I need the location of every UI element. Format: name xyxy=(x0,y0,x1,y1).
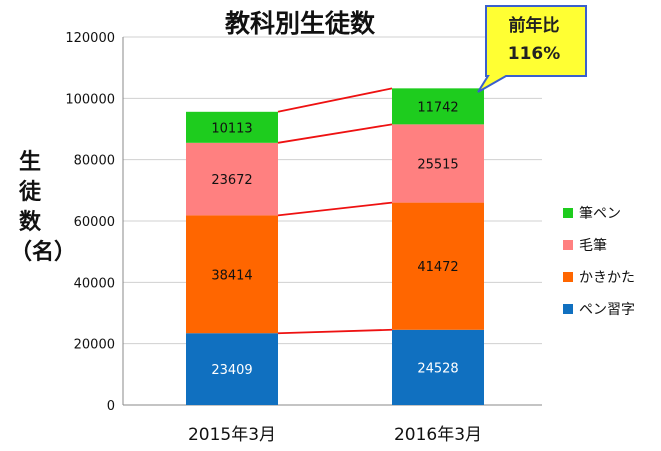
y-ticks: 0 20000 40000 60000 80000 100000 120000 xyxy=(65,31,115,414)
connector-line xyxy=(277,201,393,217)
y-tick-label: 80000 xyxy=(74,154,115,169)
connector-line xyxy=(277,87,393,113)
bar-segment xyxy=(186,142,278,216)
legend-item-pen-shuji: ペン習字 xyxy=(563,293,635,325)
legend-label: 毛筆 xyxy=(579,238,607,254)
bar-segment xyxy=(186,111,278,143)
legend-label: 筆ペン xyxy=(579,206,621,222)
data-label: 23409 xyxy=(211,363,252,378)
y-tick-label: 100000 xyxy=(65,92,115,107)
callout-line1: 前年比 xyxy=(508,16,560,36)
callout-text: 前年比 116% xyxy=(486,12,582,68)
y-tick-label: 60000 xyxy=(74,215,115,230)
legend-swatch xyxy=(563,240,573,250)
data-label: 25515 xyxy=(417,157,458,172)
legend-item-kakikata: かきかた xyxy=(563,261,635,293)
bars: 23409 38414 23672 10113 24528 41472 25515 11742 xyxy=(186,88,484,405)
callout-line2: 116% xyxy=(507,44,561,64)
callout-bubble xyxy=(477,5,587,93)
y-axis-label: 生徒数（名） xyxy=(10,150,77,265)
legend-item-fude-pen: 筆ペン xyxy=(563,197,635,229)
bar-segment xyxy=(186,215,278,334)
legend-label: ペン習字 xyxy=(579,302,635,318)
data-label: 11742 xyxy=(417,100,458,115)
chart-title: 教科別生徒数 xyxy=(224,9,375,38)
y-tick-label: 120000 xyxy=(65,31,115,46)
data-label: 23672 xyxy=(211,173,252,188)
data-label: 10113 xyxy=(211,121,252,136)
legend-swatch xyxy=(563,272,573,282)
legend-label: かきかた xyxy=(579,270,635,286)
data-label: 38414 xyxy=(211,268,252,283)
bar-segment xyxy=(392,88,484,125)
data-label: 24528 xyxy=(417,361,458,376)
bar-segment xyxy=(392,329,484,405)
y-tick-label: 20000 xyxy=(74,338,115,353)
y-tick-label: 40000 xyxy=(74,276,115,291)
legend: 筆ペン 毛筆 かきかた ペン習字 xyxy=(563,197,635,325)
legend-item-mouhitsu: 毛筆 xyxy=(563,229,635,261)
y-tick-label: 0 xyxy=(107,399,115,414)
x-tick-label: 2016年3月 xyxy=(394,425,482,445)
bar-segment xyxy=(392,124,484,203)
connector-line xyxy=(277,123,393,144)
bar-segment xyxy=(392,202,484,330)
data-label: 41472 xyxy=(417,260,458,275)
x-tick-label: 2015年3月 xyxy=(188,425,276,445)
connectors xyxy=(277,87,393,335)
legend-swatch xyxy=(563,208,573,218)
bar-segment xyxy=(186,333,278,405)
legend-swatch xyxy=(563,304,573,314)
connector-line xyxy=(277,328,393,335)
x-ticks: 2015年3月 2016年3月 xyxy=(188,425,482,445)
